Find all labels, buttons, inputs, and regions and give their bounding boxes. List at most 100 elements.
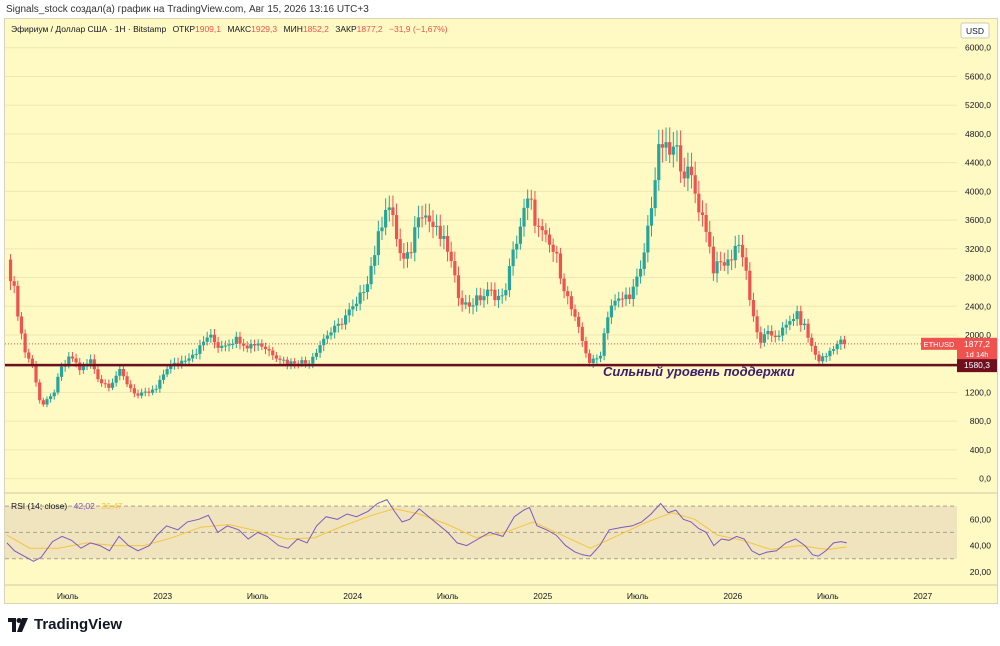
candle-body [795,311,799,320]
candle-body [704,215,708,232]
candle-body [496,296,501,301]
candle-body [813,345,817,355]
candle-body [74,358,78,363]
candle-body [555,251,559,254]
candle-body [715,261,719,274]
candle-body [143,391,147,393]
candle-body [762,334,766,343]
candle-body [136,393,140,396]
candle-body [558,253,563,279]
symbol-name: Эфириум / Доллар США · 1Н · Bitstamp [11,24,166,34]
tradingview-logo[interactable]: TradingView [8,616,122,633]
candle-body [719,261,723,263]
candle-body [329,332,333,336]
candle-body [664,142,668,148]
symbol-badge-label: ETHUSD [924,340,955,349]
candle-body [438,225,442,239]
candle-body [602,333,606,356]
time-tick-label: Июль [627,591,649,601]
rsi-tick-label: 40,00 [970,541,992,551]
price-tick-label: 4000,0 [965,186,991,196]
price-tick-label: 800,0 [970,416,992,426]
high-label: МАКС [227,24,251,34]
rsi-pane[interactable]: RSI (14; close) 42,02 36,47 [5,498,957,562]
candle-body [817,354,821,362]
candle-body [635,276,639,287]
candle-body [242,343,246,346]
candle-body [486,289,490,297]
candle-body [347,309,351,316]
candle-body [271,350,275,356]
currency-badge[interactable] [960,22,990,39]
candle-body [471,305,475,307]
candle-body [121,368,126,377]
rsi-legend-name: RSI (14; close) [11,501,67,511]
chart-frame[interactable]: Сильный уровень поддержки Эфириум / Долл… [4,18,998,604]
candle-body [475,295,479,306]
candle-body [191,354,195,359]
candle-body [533,199,537,226]
time-tick-label: Июль [57,591,79,601]
candle-body [467,302,471,307]
candle-body [489,289,493,291]
candle-body [318,345,322,353]
time-axis[interactable]: Июль 2023 Июль 2024 Июль 2025 Июль 2026 Июль 2027 [57,591,933,601]
attribution-header: Signals_stock создал(а) график на Tradin… [6,4,369,15]
price-pane[interactable]: Сильный уровень поддержки Эфириум / Долл… [5,19,957,493]
rsi-line [6,498,847,562]
candle-body [522,207,526,227]
candle-body [311,356,315,364]
candle-body [180,360,184,366]
candle-body [391,207,395,216]
candle-body [394,215,399,240]
candle-body [420,217,424,219]
candle-body [12,281,16,286]
candle-body [566,291,570,297]
price-tick-label: 1200,0 [965,387,991,397]
candle-body [274,355,278,359]
candle-body [595,358,599,360]
time-tick-label: 2024 [343,591,362,601]
candle-body [482,296,486,301]
candle-body [689,166,694,176]
candle-body [205,337,209,342]
price-tick-label: 2400,0 [965,301,991,311]
support-badge: 1580,3 [957,359,997,373]
candle-body [172,362,177,365]
candle-body [416,217,421,228]
candle-body [362,292,366,294]
price-axis[interactable]: USD 6000,0 5600,0 5200,0 4800,0 4400,0 4000,0… [921,19,997,493]
candle-body [282,359,286,361]
candle-body [780,327,785,336]
candle-body [493,289,497,301]
candle-body [799,311,803,326]
candle-body [99,379,104,384]
candle-body [212,334,217,343]
price-chart[interactable]: Сильный уровень поддержки Эфириум / Долл… [5,19,997,603]
candle-body [325,335,329,339]
time-tick-label: Июль [437,591,459,601]
candle-body [427,215,431,222]
tradingview-logo-text: TradingView [34,616,123,633]
rsi-legend: RSI (14; close) 42,02 36,47 [11,501,123,511]
candle-body [445,236,450,252]
candle-body [34,364,38,383]
candle-body [671,146,675,155]
candle-body [653,180,657,209]
candle-body [518,226,522,244]
candle-body [303,360,308,364]
high-value: 1929,3 [251,24,277,34]
candle-body [435,225,439,227]
candle-body [722,262,726,266]
candle-body [289,361,293,366]
change-value: −31,9 (−1,67%) [389,24,448,34]
candle-body [129,384,133,389]
candle-body [158,379,162,389]
candle-body [169,364,173,370]
candle-body [675,145,679,147]
candle-body [828,350,832,357]
rsi-tick-label: 20,00 [970,567,992,577]
time-tick-label: Июль [247,591,269,601]
candle-body [45,399,49,405]
support-annotation: Сильный уровень поддержки [603,364,795,379]
